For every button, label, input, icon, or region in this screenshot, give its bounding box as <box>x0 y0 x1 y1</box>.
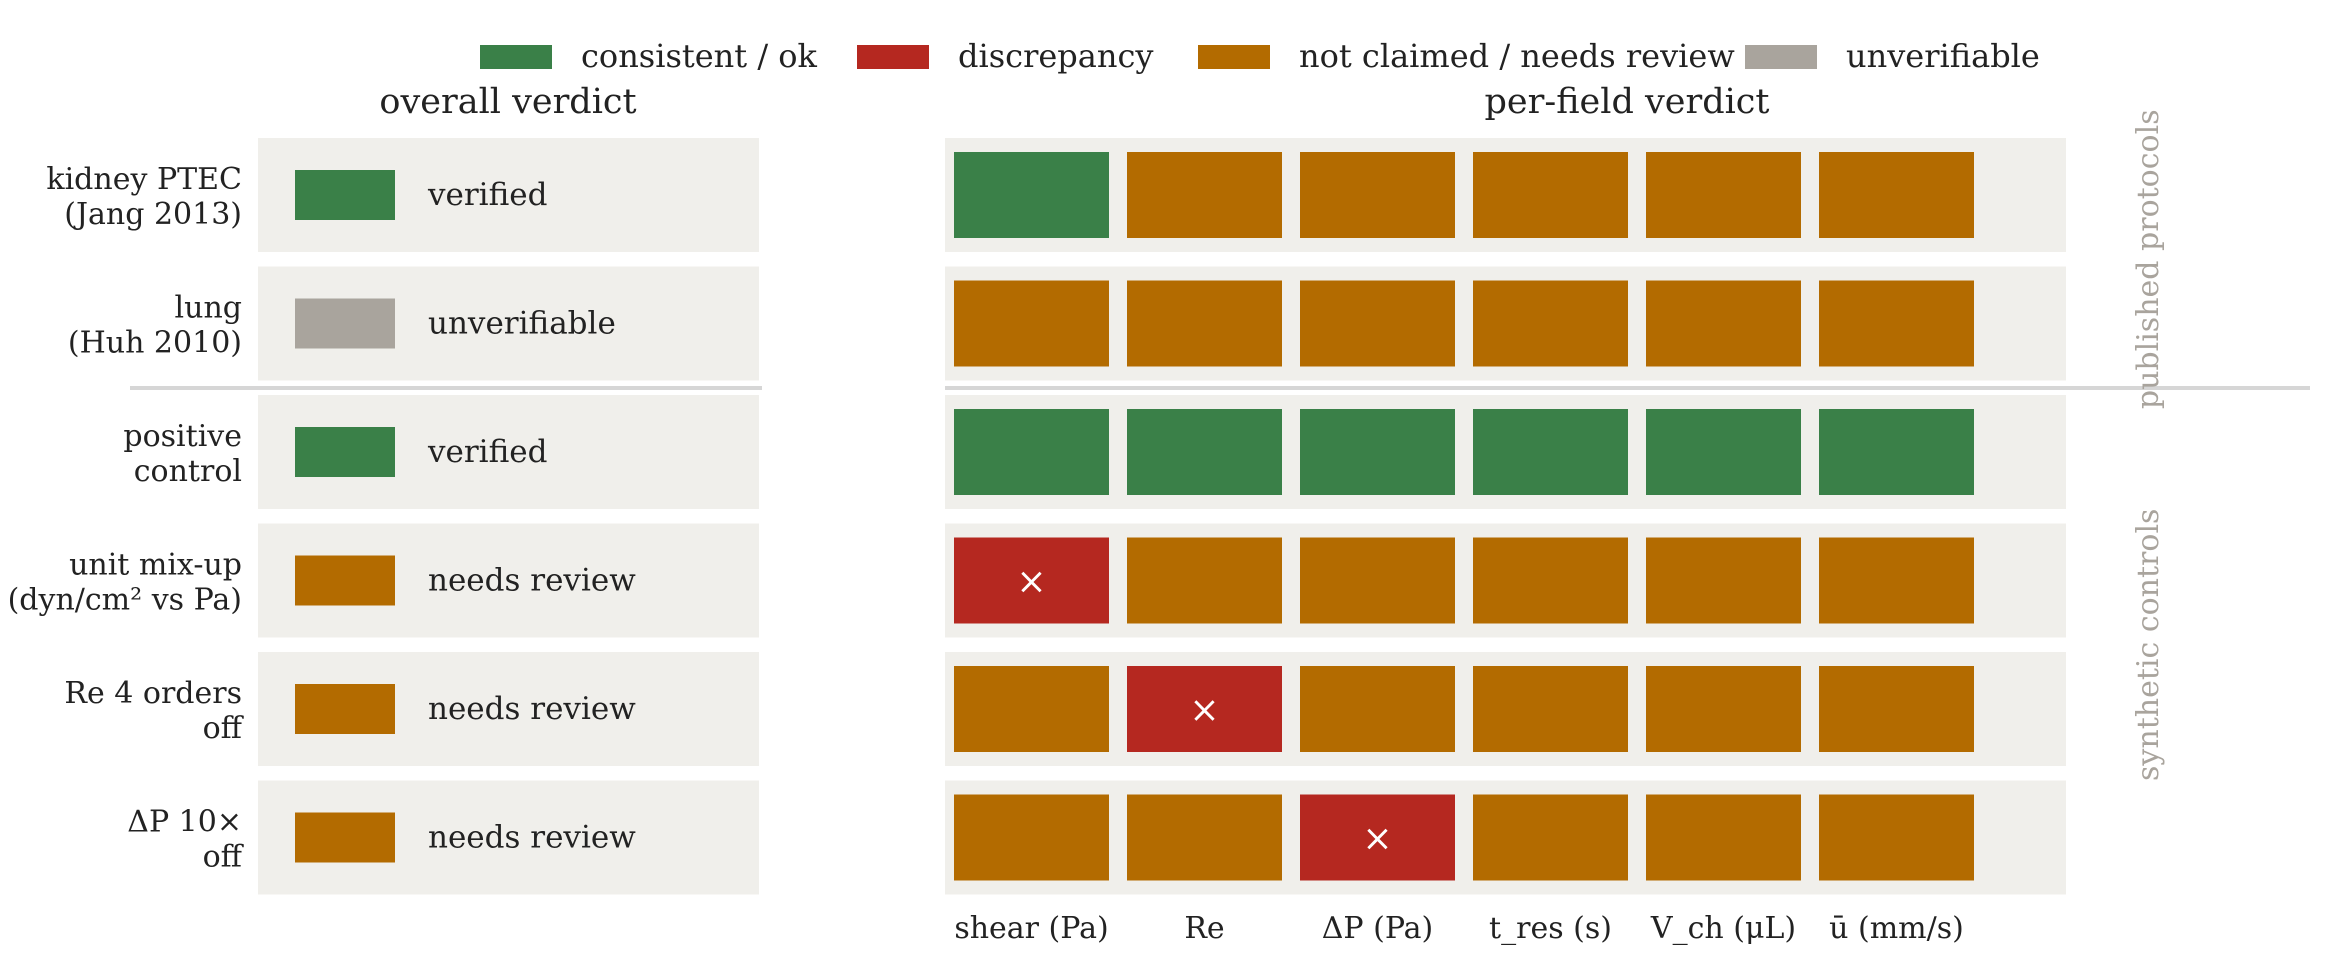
column-label: ΔP (Pa) <box>1322 911 1434 946</box>
legend-swatch-bad <box>857 45 929 69</box>
field-cell-bad <box>1300 794 1455 881</box>
per-field-verdict-title: per-field verdict <box>1485 82 1770 122</box>
field-cell-review <box>1300 537 1455 624</box>
column-label: V_ch (μL) <box>1650 911 1796 946</box>
overall-verdict-label: needs review <box>428 691 636 727</box>
column-label: t_res (s) <box>1489 911 1612 946</box>
row-label: (dyn/cm² vs Pa) <box>8 583 242 618</box>
overall-swatch-review <box>295 684 395 734</box>
discrepancy-marker: × <box>1016 562 1046 603</box>
row-label: Re 4 orders <box>64 676 242 711</box>
row-label: off <box>203 711 245 746</box>
field-cell-ok <box>1473 409 1628 495</box>
field-cell-review <box>1819 152 1974 238</box>
column-label: shear (Pa) <box>954 911 1108 946</box>
row-label: ΔP 10× <box>127 805 242 840</box>
overall-swatch-unv <box>295 298 395 349</box>
field-cell-review <box>1127 794 1282 881</box>
field-cell-review <box>1300 152 1455 238</box>
field-cell-bad <box>1127 666 1282 752</box>
field-cell-review <box>1819 537 1974 624</box>
group-label: synthetic controls <box>2131 509 2166 781</box>
field-cell-review <box>954 280 1109 367</box>
field-cell-review <box>1473 537 1628 624</box>
field-cell-ok <box>1819 409 1974 495</box>
field-cell-review <box>1646 152 1801 238</box>
legend-swatch-ok <box>480 45 552 69</box>
field-cell-review <box>1819 666 1974 752</box>
column-label: Re <box>1184 911 1224 946</box>
field-cell-review <box>1646 794 1801 881</box>
field-cell-review <box>1819 280 1974 367</box>
field-cell-ok <box>954 409 1109 495</box>
overall-swatch-review <box>295 555 395 606</box>
row-label: control <box>134 454 242 489</box>
overall-verdict-title: overall verdict <box>379 82 636 122</box>
discrepancy-marker: × <box>1362 819 1392 860</box>
field-cell-review <box>1127 280 1282 367</box>
legend-swatch-unv <box>1745 45 1817 69</box>
legend-label-unv: unverifiable <box>1846 37 2040 75</box>
row-label: lung <box>175 291 242 326</box>
overall-swatch-ok <box>295 170 395 220</box>
field-cell-review <box>1473 794 1628 881</box>
field-cell-ok <box>1300 409 1455 495</box>
field-cell-ok <box>954 152 1109 238</box>
field-cell-review <box>1473 280 1628 367</box>
field-cell-review <box>1473 666 1628 752</box>
field-cell-review <box>1819 794 1974 881</box>
field-cell-review <box>1127 537 1282 624</box>
legend-label-bad: discrepancy <box>958 37 1153 75</box>
field-cell-review <box>1473 152 1628 238</box>
overall-verdict-label: verified <box>427 434 547 470</box>
overall-verdict-label: verified <box>427 177 547 213</box>
field-cell-review <box>1300 280 1455 367</box>
field-cell-ok <box>1646 409 1801 495</box>
group-label: published protocols <box>2131 109 2166 409</box>
row-label: (Huh 2010) <box>68 326 242 361</box>
field-cell-ok <box>1127 409 1282 495</box>
legend-label-review: not claimed / needs review <box>1299 37 1735 75</box>
row-label: unit mix-up <box>69 548 242 583</box>
overall-swatch-review <box>295 812 395 863</box>
row-label: (Jang 2013) <box>64 197 242 232</box>
column-label: ū (mm/s) <box>1829 911 1964 946</box>
legend-label-ok: consistent / ok <box>581 37 818 75</box>
field-cell-review <box>1646 666 1801 752</box>
row-label: off <box>203 840 245 875</box>
field-cell-review <box>1300 666 1455 752</box>
field-cell-review <box>1646 280 1801 367</box>
overall-verdict-label: needs review <box>428 820 636 856</box>
overall-verdict-label: unverifiable <box>428 306 616 342</box>
overall-verdict-label: needs review <box>428 563 636 599</box>
discrepancy-marker: × <box>1189 690 1219 731</box>
field-cell-bad <box>954 537 1109 624</box>
overall-swatch-ok <box>295 427 395 477</box>
row-label: kidney PTEC <box>46 162 242 197</box>
row-label: positive <box>123 419 242 454</box>
field-cell-review <box>1646 537 1801 624</box>
field-cell-review <box>954 794 1109 881</box>
field-cell-review <box>1127 152 1282 238</box>
legend-swatch-review <box>1198 45 1270 69</box>
field-cell-review <box>954 666 1109 752</box>
